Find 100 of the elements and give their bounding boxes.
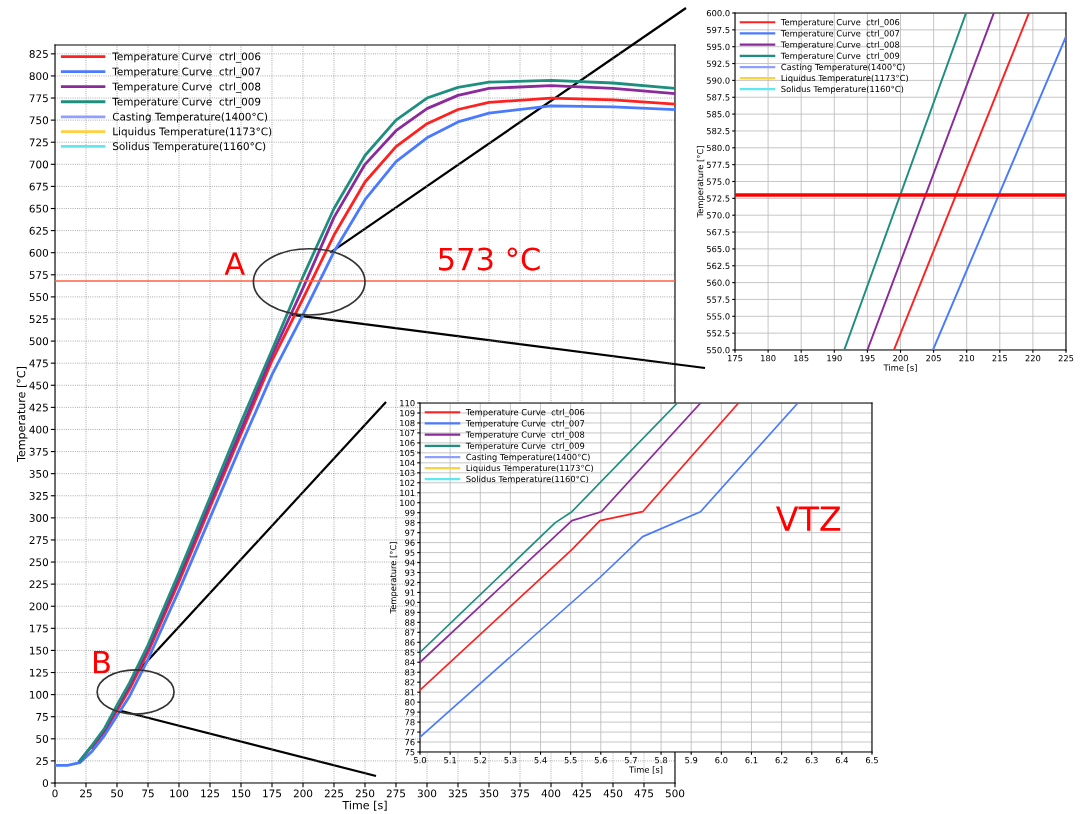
y-tick-label: 675 — [29, 182, 48, 191]
x-axis-title: Time [s] — [883, 364, 917, 372]
y-tick-label: 79 — [405, 709, 415, 716]
y-tick-label: 550 — [29, 293, 49, 301]
y-tick-label: 350 — [29, 469, 49, 478]
legend-label: Solidus Temperature(1160°C) — [112, 142, 266, 153]
x-tick-label: 325 — [448, 789, 468, 798]
y-tick-label: 775 — [29, 94, 48, 103]
y-tick-label: 77 — [405, 729, 415, 736]
y-tick-label: 87 — [405, 629, 415, 636]
y-tick-label: 750 — [29, 116, 49, 125]
y-tick-label: 572.5 — [706, 195, 730, 202]
y-tick-label: 450 — [29, 381, 49, 390]
y-tick-label: 580.0 — [706, 144, 730, 152]
x-tick-label: 175 — [263, 789, 282, 798]
x-tick-label: 5.0 — [414, 757, 427, 764]
x-tick-label: 5.7 — [624, 757, 637, 764]
y-tick-label: 590.0 — [706, 77, 730, 84]
y-tick-label: 400 — [29, 425, 49, 434]
y-tick-label: 97 — [405, 529, 415, 536]
y-tick-label: 110 — [400, 399, 415, 407]
x-tick-label: 400 — [541, 789, 561, 798]
y-tick-label: 582.5 — [706, 127, 730, 135]
legend-label: Temperature Curve ctrl_008 — [465, 431, 585, 440]
y-tick-label: 84 — [405, 659, 415, 666]
y-axis-title: Temperature [°C] — [389, 542, 398, 614]
x-tick-label: 5.2 — [474, 757, 487, 764]
x-tick-label: 215 — [992, 355, 1008, 362]
y-tick-label: 300 — [29, 514, 49, 522]
x-tick-label: 25 — [80, 789, 92, 798]
y-tick-label: 78 — [405, 719, 415, 726]
y-tick-label: 500 — [29, 337, 49, 346]
y-tick-label: 150 — [30, 646, 49, 655]
x-tick-label: 225 — [1058, 355, 1074, 362]
y-tick-label: 567.5 — [706, 229, 730, 236]
annotation: A — [224, 252, 245, 275]
y-tick-label: 570.0 — [706, 212, 730, 219]
x-tick-label: 220 — [1025, 355, 1041, 362]
legend-label: Solidus Temperature(1160°C) — [466, 475, 589, 484]
line-series — [420, 403, 740, 692]
y-tick-label: 86 — [405, 639, 415, 646]
y-tick-label: 95 — [405, 549, 415, 556]
x-tick-label: 350 — [479, 789, 499, 798]
x-tick-label: 125 — [201, 789, 220, 798]
annotation: 573 °C — [439, 247, 540, 271]
y-tick-label: 425 — [29, 403, 48, 412]
y-tick-label: 650 — [29, 204, 49, 213]
legend-label: Liquidus Temperature(1173°C) — [113, 127, 272, 138]
legend-label: Liquidus Temperature(1173°C) — [466, 464, 593, 473]
y-tick-label: 575 — [29, 271, 48, 279]
x-tick-label: 50 — [111, 789, 123, 798]
x-tick-label: 75 — [142, 789, 154, 798]
y-tick-label: 50 — [36, 735, 49, 743]
y-tick-label: 102 — [400, 479, 415, 487]
y-axis-title: Temperature [°C] — [16, 367, 28, 462]
y-tick-label: 90 — [405, 599, 415, 606]
x-tick-label: 200 — [893, 355, 908, 362]
legend-label: Temperature Curve ctrl_006 — [780, 18, 900, 28]
y-axis-title: Temperature [°C] — [696, 146, 705, 218]
legend-label: Temperature Curve ctrl_009 — [465, 442, 585, 451]
y-tick-label: 104 — [400, 459, 415, 467]
y-tick-label: 75 — [36, 713, 48, 721]
y-tick-label: 550.0 — [706, 346, 730, 354]
x-tick-label: 275 — [386, 789, 406, 798]
y-tick-label: 600.0 — [706, 9, 730, 17]
legend-label: Casting Temperature(1400°C) — [466, 453, 590, 462]
x-tick-label: 6.3 — [805, 757, 818, 764]
x-tick-label: 500 — [665, 789, 685, 798]
y-tick-label: 565.0 — [706, 245, 730, 253]
x-tick-label: 205 — [926, 355, 941, 362]
y-tick-label: 96 — [405, 539, 415, 546]
y-tick-label: 555.0 — [706, 313, 730, 320]
y-tick-label: 109 — [400, 409, 415, 417]
x-tick-label: 180 — [761, 355, 776, 362]
y-tick-label: 80 — [405, 699, 415, 706]
y-tick-label: 106 — [400, 439, 415, 447]
y-tick-label: 575.0 — [706, 178, 730, 185]
x-tick-label: 450 — [603, 789, 623, 798]
y-tick-label: 105 — [400, 449, 415, 457]
x-tick-label: 425 — [572, 789, 592, 798]
legend-label: Temperature Curve ctrl_008 — [112, 82, 261, 93]
y-tick-label: 375 — [29, 447, 48, 456]
legend-label: Solidus Temperature(1160°C) — [781, 85, 904, 94]
legend-label: Liquidus Temperature(1173°C) — [781, 74, 908, 83]
x-tick-label: 6.1 — [745, 757, 758, 764]
legend-label: Temperature Curve ctrl_008 — [780, 41, 900, 50]
x-tick-label: 5.3 — [504, 757, 517, 764]
x-tick-label: 190 — [827, 355, 842, 362]
y-tick-label: 100 — [400, 499, 415, 506]
y-tick-label: 250 — [29, 558, 49, 567]
x-tick-label: 210 — [959, 355, 975, 362]
y-tick-label: 325 — [29, 491, 48, 500]
y-tick-label: 800 — [29, 72, 49, 81]
y-tick-label: 81 — [405, 689, 415, 696]
y-tick-label: 587.5 — [706, 94, 730, 101]
y-tick-label: 275 — [29, 536, 48, 545]
y-tick-label: 107 — [400, 429, 415, 437]
x-tick-label: 5.5 — [564, 757, 577, 764]
x-tick-label: 175 — [727, 355, 743, 362]
y-tick-label: 92 — [405, 579, 415, 586]
